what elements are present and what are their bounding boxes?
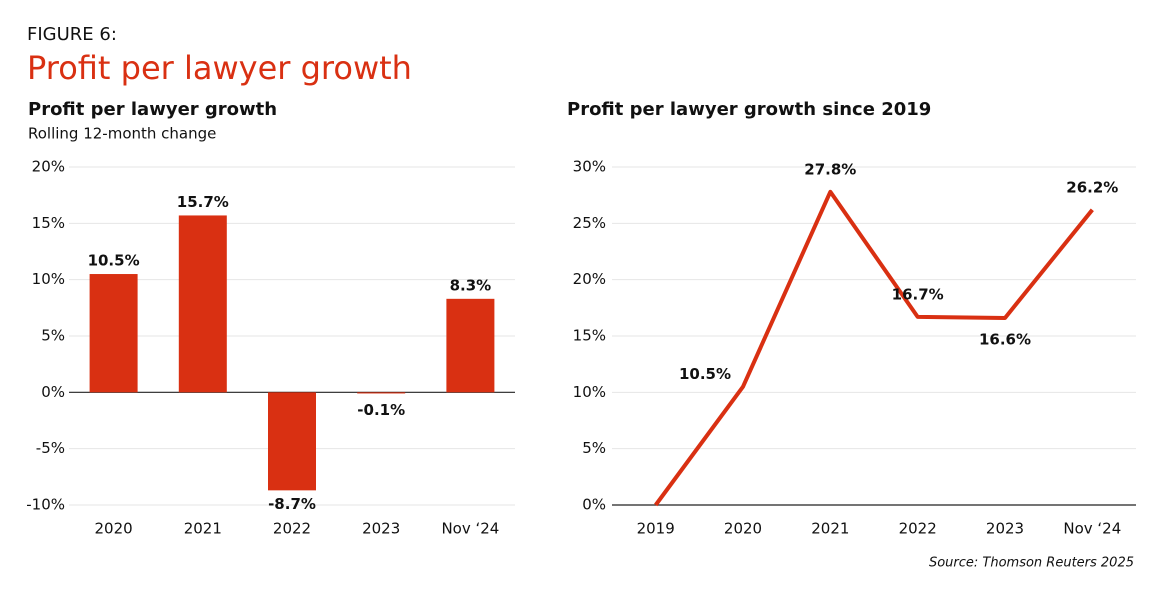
- value-label: 10.5%: [679, 365, 731, 383]
- figure-label: FIGURE 6:: [27, 24, 117, 45]
- line: [654, 189, 1094, 507]
- value-label: 8.3%: [450, 276, 492, 294]
- x-tick-label: 2022: [899, 520, 937, 538]
- value-label: 16.6%: [979, 330, 1031, 348]
- x-tick-label: 2021: [184, 520, 222, 538]
- y-tick-label: 15%: [32, 214, 65, 232]
- y-tick-label: 10%: [32, 270, 65, 288]
- value-label: -0.1%: [357, 401, 405, 419]
- bar: [446, 298, 495, 393]
- bar: [89, 274, 138, 393]
- value-label: 10.5%: [88, 252, 140, 270]
- y-tick-label: 25%: [573, 214, 606, 232]
- x-tick-label: Nov ‘24: [1063, 520, 1121, 538]
- y-tick-label: 30%: [573, 158, 606, 176]
- y-tick-label: 10%: [573, 383, 606, 401]
- chart-title: Profit per lawyer growth: [28, 99, 277, 120]
- y-tick-label: 15%: [573, 327, 606, 345]
- y-tick-label: 0%: [582, 496, 606, 514]
- value-label: 16.7%: [892, 285, 944, 303]
- x-tick-label: 2021: [811, 520, 849, 538]
- x-tick-label: 2020: [724, 520, 762, 538]
- y-tick-label: -10%: [26, 496, 65, 514]
- value-label: 27.8%: [804, 160, 856, 178]
- value-label: -8.7%: [268, 495, 316, 513]
- chart-subtitle: Rolling 12-month change: [28, 125, 216, 143]
- y-tick-label: 5%: [582, 439, 606, 457]
- y-tick-label: 0%: [41, 383, 65, 401]
- figure-title: Profit per lawyer growth: [27, 49, 412, 87]
- x-tick-label: Nov ‘24: [441, 520, 499, 538]
- chart-title: Profit per lawyer growth since 2019: [567, 99, 931, 120]
- x-tick-label: 2023: [986, 520, 1024, 538]
- x-tick-label: 2020: [95, 520, 133, 538]
- value-label: 26.2%: [1066, 178, 1118, 196]
- bar: [268, 392, 316, 491]
- x-tick-label: 2019: [637, 520, 675, 538]
- value-label: 15.7%: [177, 193, 229, 211]
- y-tick-label: 20%: [573, 270, 606, 288]
- source: Source: Thomson Reuters 2025: [929, 556, 1134, 571]
- bar: [178, 215, 227, 393]
- y-tick-label: 20%: [32, 158, 65, 176]
- y-tick-label: -5%: [36, 439, 65, 457]
- x-tick-label: 2023: [362, 520, 400, 538]
- y-tick-label: 5%: [41, 327, 65, 345]
- x-tick-label: 2022: [273, 520, 311, 538]
- bar: [357, 392, 406, 394]
